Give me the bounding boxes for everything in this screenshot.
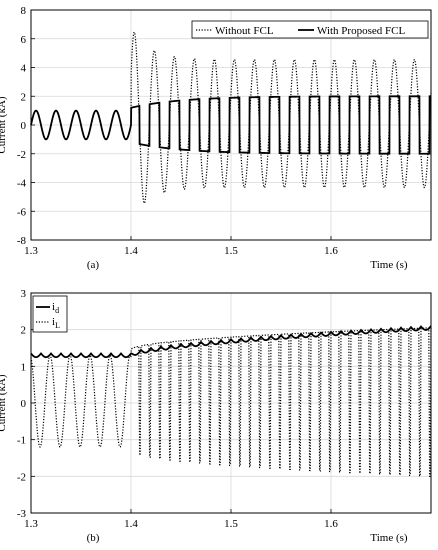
y-tick-label: -3 bbox=[17, 508, 27, 520]
y-tick-label: 0 bbox=[21, 398, 27, 410]
x-tick-label: 1.5 bbox=[224, 245, 238, 257]
panel-a-y-ticks: -8 -6 -4 -2 0 2 4 6 8 bbox=[17, 5, 35, 247]
legend-label-id: id bbox=[52, 301, 59, 315]
y-tick-label: 3 bbox=[21, 288, 27, 300]
x-tick-label: 1.5 bbox=[224, 518, 238, 530]
panel-b-label: (b) bbox=[87, 532, 100, 544]
panel-a-label: (a) bbox=[87, 259, 100, 271]
x-tick-label: 1.4 bbox=[124, 518, 138, 530]
legend-label-with-proposed-fcl: With Proposed FCL bbox=[317, 25, 405, 37]
series-il-line bbox=[30, 327, 432, 477]
series-with-proposed-fcl-line bbox=[30, 95, 431, 155]
panel-b-x-ticks: 1.3 1.4 1.5 1.6 bbox=[24, 509, 338, 530]
panel-a-x-ticks: 1.3 1.4 1.5 1.6 bbox=[24, 236, 338, 257]
x-tick-label: 1.6 bbox=[324, 518, 338, 530]
panel-a-x-axis-label: Time (s) bbox=[370, 259, 408, 271]
y-tick-label: -8 bbox=[17, 235, 27, 247]
panel-b-y-ticks: -3 -2 -1 0 1 2 3 bbox=[17, 288, 35, 520]
y-tick-label: 8 bbox=[21, 5, 27, 17]
y-tick-label: -1 bbox=[17, 435, 26, 447]
y-tick-label: -2 bbox=[17, 149, 26, 161]
y-tick-label: 4 bbox=[21, 63, 27, 75]
panel-a-legend: Without FCL With Proposed FCL bbox=[191, 20, 429, 39]
x-tick-label: 1.4 bbox=[124, 245, 138, 257]
x-tick-label: 1.3 bbox=[24, 518, 38, 530]
y-tick-label: -4 bbox=[17, 178, 27, 190]
panel-b-legend-box bbox=[32, 295, 68, 333]
x-tick-label: 1.6 bbox=[324, 245, 338, 257]
y-tick-label: -2 bbox=[17, 471, 26, 483]
legend-label-without-fcl: Without FCL bbox=[215, 25, 274, 37]
legend-label-il: iL bbox=[52, 316, 60, 330]
y-tick-label: 2 bbox=[21, 91, 27, 103]
panel-a-y-axis-label: Current (kA) bbox=[0, 96, 8, 153]
y-tick-label: 1 bbox=[21, 361, 27, 373]
panel-b-y-axis-label: Current (kA) bbox=[0, 374, 8, 431]
y-tick-label: -6 bbox=[17, 206, 27, 218]
panel-a-series bbox=[30, 31, 432, 204]
panel-b: 1.3 1.4 1.5 1.6 -3 -2 -1 0 1 2 3 Current (kA) Tim… bbox=[0, 288, 432, 544]
panel-b-x-axis-label: Time (s) bbox=[370, 532, 408, 544]
y-tick-label: 2 bbox=[21, 325, 27, 337]
panel-b-legend: id iL bbox=[32, 295, 68, 333]
y-tick-label: 0 bbox=[21, 120, 27, 132]
series-id-line bbox=[30, 325, 432, 359]
x-tick-label: 1.3 bbox=[24, 245, 38, 257]
panel-b-series bbox=[30, 325, 432, 477]
y-tick-label: 6 bbox=[21, 34, 27, 46]
